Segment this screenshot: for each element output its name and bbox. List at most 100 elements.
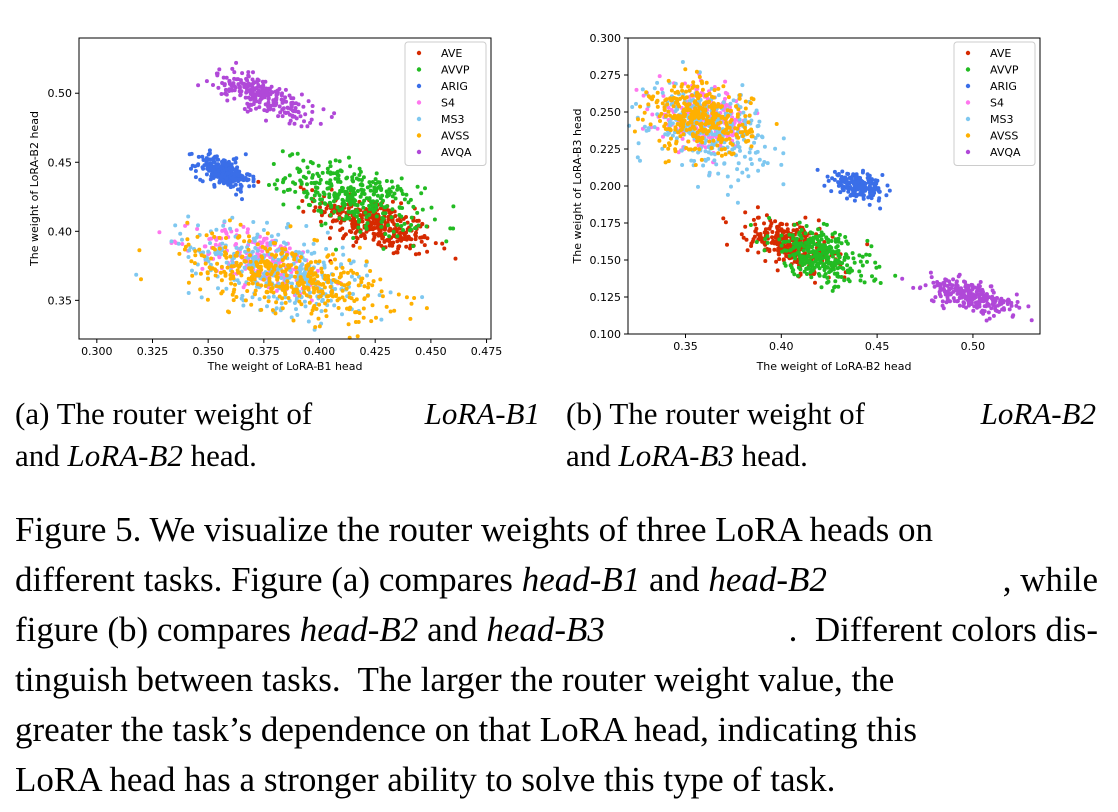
data-point — [824, 245, 829, 250]
data-point — [329, 183, 334, 188]
data-point — [955, 299, 960, 303]
data-point — [392, 191, 397, 196]
data-point — [765, 234, 770, 239]
data-point — [805, 245, 810, 249]
data-point — [238, 92, 243, 97]
data-point — [817, 242, 822, 247]
data-point — [318, 177, 323, 182]
data-point — [248, 253, 252, 258]
legend-marker — [965, 116, 971, 122]
data-point — [284, 252, 289, 257]
data-point — [815, 237, 820, 242]
data-point — [347, 258, 352, 263]
data-point — [370, 283, 375, 288]
data-point — [339, 282, 344, 287]
legend-marker — [416, 50, 422, 56]
data-point — [274, 186, 279, 191]
data-point — [273, 103, 278, 108]
data-point — [269, 262, 274, 267]
data-point — [944, 290, 949, 295]
data-point — [275, 271, 280, 276]
data-point — [203, 261, 208, 266]
data-point — [230, 292, 235, 297]
data-point — [221, 223, 226, 228]
data-point — [748, 223, 753, 227]
data-point — [432, 217, 437, 222]
caption-b-text: and — [566, 438, 619, 473]
data-point — [779, 233, 784, 238]
data-point — [239, 255, 244, 260]
data-point — [399, 176, 404, 181]
data-point — [316, 174, 321, 179]
data-point — [292, 257, 297, 262]
data-point — [670, 115, 675, 120]
data-point — [312, 304, 317, 308]
legend-label: AVSS — [990, 130, 1018, 143]
data-point — [367, 180, 372, 185]
data-point — [291, 180, 295, 185]
data-point — [451, 204, 456, 209]
data-point — [298, 269, 302, 274]
data-point — [674, 100, 679, 105]
data-point — [365, 221, 370, 226]
data-point — [270, 252, 274, 257]
y-tick-label: 0.125 — [590, 291, 622, 304]
data-point — [310, 175, 315, 180]
fig-caption-line: tinguish between tasks. The larger the r… — [15, 660, 895, 699]
data-point — [697, 70, 702, 75]
data-point — [785, 227, 790, 232]
data-point — [399, 214, 404, 219]
data-point — [739, 232, 744, 237]
data-point — [340, 245, 345, 250]
data-point — [738, 130, 743, 135]
data-point — [1006, 300, 1010, 305]
legend-marker — [965, 67, 971, 72]
x-tick-label: 0.400 — [304, 345, 336, 358]
caption-b-text: (b) The router weight of — [566, 396, 873, 431]
data-point — [386, 223, 391, 228]
caption-a-text: and — [15, 438, 68, 473]
data-point — [308, 294, 313, 299]
data-point — [851, 193, 856, 198]
data-point — [731, 98, 736, 103]
data-point — [662, 107, 667, 112]
data-point — [363, 210, 368, 215]
data-point — [276, 114, 281, 119]
data-point — [237, 177, 242, 182]
data-point — [684, 128, 689, 132]
data-point — [756, 133, 760, 138]
data-point — [642, 110, 647, 115]
data-point — [727, 125, 732, 130]
data-point — [801, 248, 806, 253]
data-point — [681, 109, 686, 114]
data-point — [346, 155, 351, 160]
data-point — [829, 239, 834, 243]
data-point — [266, 299, 271, 304]
data-point — [750, 134, 755, 139]
data-point — [293, 189, 298, 194]
data-point — [358, 194, 363, 199]
data-point — [225, 265, 230, 270]
data-point — [375, 199, 379, 204]
legend-label: AVVP — [441, 64, 470, 77]
data-point — [256, 179, 261, 184]
data-point — [355, 271, 359, 276]
data-point — [254, 92, 259, 96]
data-point — [241, 303, 246, 308]
data-point — [333, 196, 338, 201]
data-point — [816, 264, 821, 269]
data-point — [775, 242, 780, 247]
data-point — [409, 301, 414, 306]
data-point — [837, 232, 842, 237]
data-point — [845, 171, 850, 176]
data-point — [276, 257, 281, 262]
data-point — [395, 187, 400, 192]
data-point — [791, 236, 795, 241]
data-point — [835, 266, 840, 271]
data-point — [777, 257, 782, 262]
data-point — [309, 270, 314, 275]
data-point — [1006, 297, 1011, 302]
data-point — [157, 230, 162, 235]
data-point — [356, 225, 361, 230]
